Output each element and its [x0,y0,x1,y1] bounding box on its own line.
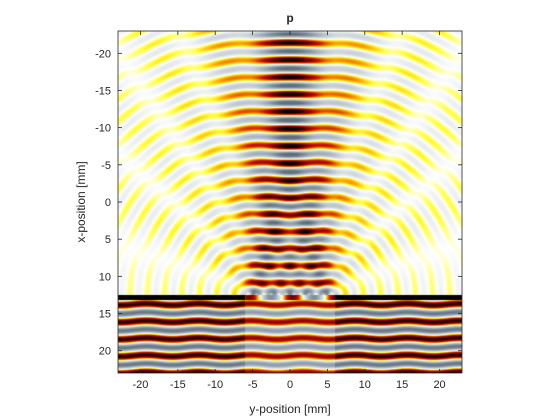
y-tick-label: 10 [99,271,111,283]
x-tick-label: 0 [287,379,293,391]
x-tick-label: 5 [324,379,330,391]
y-tick-label: -5 [101,160,111,172]
y-tick-label: 0 [105,197,111,209]
x-tick-label: -20 [132,379,148,391]
y-tick-label: 15 [99,309,111,321]
x-tick-label: -15 [170,379,186,391]
y-axis-ticks: -20 -15 -10 -5 0 5 10 15 20 [95,48,462,358]
y-tick-label: -20 [95,48,111,60]
y-tick-label: 20 [99,346,111,358]
x-tick-label: -5 [248,379,258,391]
y-axis-label: x-position [mm] [74,161,88,242]
x-tick-label: 10 [359,379,371,391]
y-tick-label: -10 [95,123,111,135]
x-tick-label: 20 [433,379,445,391]
x-axis-ticks: -20 -15 -10 -5 0 5 10 15 20 [132,31,446,391]
x-tick-label: -10 [207,379,223,391]
chart-title: p [286,11,293,25]
plot-area [118,31,462,373]
pressure-field-heatmap [118,31,462,373]
y-tick-label: -15 [95,85,111,97]
y-tick-label: 5 [105,234,111,246]
x-tick-label: 15 [396,379,408,391]
x-axis-label: y-position [mm] [249,402,330,416]
